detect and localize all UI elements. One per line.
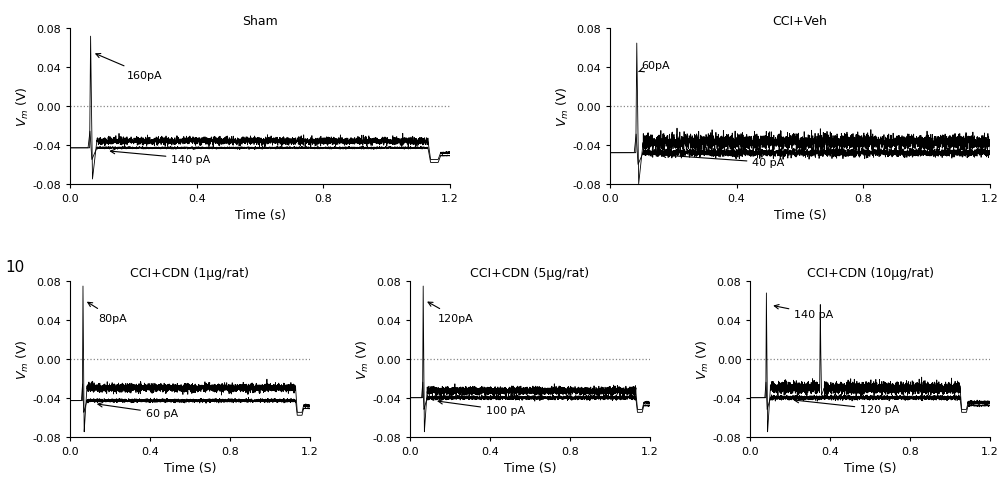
Text: 60 pA: 60 pA [98,403,178,419]
Title: CCI+Veh: CCI+Veh [772,15,827,28]
Text: 100 pA: 100 pA [438,400,525,416]
Text: 140 pA: 140 pA [774,305,834,319]
Text: 160pA: 160pA [96,54,163,81]
X-axis label: Time (S): Time (S) [774,209,826,222]
Text: 140 pA: 140 pA [110,150,211,164]
X-axis label: Time (S): Time (S) [504,461,556,474]
Text: 60pA: 60pA [639,61,670,72]
X-axis label: Time (s): Time (s) [235,209,286,222]
Title: Sham: Sham [242,15,278,28]
Text: 120 pA: 120 pA [794,398,899,415]
X-axis label: Time (S): Time (S) [164,461,216,474]
Y-axis label: $V_m$ (V): $V_m$ (V) [15,339,31,379]
Text: 120pA: 120pA [428,302,474,323]
X-axis label: Time (S): Time (S) [844,461,896,474]
Y-axis label: $V_m$ (V): $V_m$ (V) [15,86,31,127]
Y-axis label: $V_m$ (V): $V_m$ (V) [695,339,711,379]
Text: 80pA: 80pA [88,303,127,323]
Title: CCI+CDN (10μg/rat): CCI+CDN (10μg/rat) [807,267,934,280]
Text: 40 pA: 40 pA [661,154,785,168]
Text: 10: 10 [5,259,24,274]
Y-axis label: $V_m$ (V): $V_m$ (V) [355,339,371,379]
Y-axis label: $V_m$ (V): $V_m$ (V) [555,86,571,127]
Title: CCI+CDN (1μg/rat): CCI+CDN (1μg/rat) [130,267,249,280]
Title: CCI+CDN (5μg/rat): CCI+CDN (5μg/rat) [470,267,590,280]
